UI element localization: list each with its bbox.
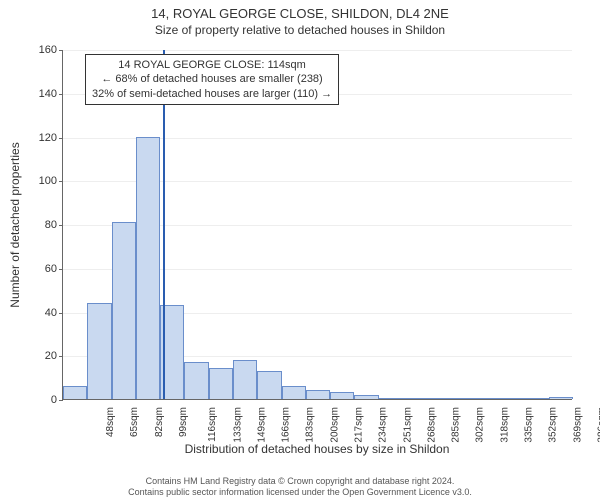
y-tick-mark <box>59 50 63 51</box>
x-tick-label: 285sqm <box>451 403 462 443</box>
x-tick-label: 183sqm <box>305 403 316 443</box>
x-axis-label: Distribution of detached houses by size … <box>62 442 572 456</box>
annotation-line: ← 68% of detached houses are smaller (23… <box>92 72 332 86</box>
histogram-chart: 14, ROYAL GEORGE CLOSE, SHILDON, DL4 2NE… <box>0 0 600 500</box>
x-tick-label: 386sqm <box>596 403 600 443</box>
histogram-bar <box>524 398 548 399</box>
x-tick-label: 133sqm <box>232 403 243 443</box>
gridline <box>63 50 572 51</box>
histogram-bar <box>452 398 476 399</box>
histogram-bar <box>549 397 573 399</box>
y-tick-mark <box>59 138 63 139</box>
histogram-bar <box>257 371 281 399</box>
y-tick-mark <box>59 269 63 270</box>
y-tick-mark <box>59 400 63 401</box>
chart-subtitle: Size of property relative to detached ho… <box>0 21 600 37</box>
x-tick-label: 48sqm <box>105 403 116 437</box>
histogram-bar <box>112 222 136 399</box>
x-tick-label: 82sqm <box>154 403 165 437</box>
histogram-bar <box>500 398 524 399</box>
y-axis-label-wrap: Number of detached properties <box>6 50 24 400</box>
x-tick-label: 352sqm <box>548 403 559 443</box>
chart-title: 14, ROYAL GEORGE CLOSE, SHILDON, DL4 2NE <box>0 0 600 21</box>
footer-line-2: Contains public sector information licen… <box>0 487 600 498</box>
histogram-bar <box>63 386 87 399</box>
x-tick-label: 149sqm <box>256 403 267 443</box>
y-tick-mark <box>59 225 63 226</box>
footer-text: Contains HM Land Registry data © Crown c… <box>0 476 600 499</box>
histogram-bar <box>233 360 257 399</box>
histogram-bar <box>136 137 160 400</box>
x-tick-label: 302sqm <box>475 403 486 443</box>
x-tick-label: 217sqm <box>354 403 365 443</box>
x-tick-label: 369sqm <box>572 403 583 443</box>
x-tick-label: 166sqm <box>281 403 292 443</box>
x-tick-label: 116sqm <box>207 403 218 442</box>
histogram-bar <box>282 386 306 399</box>
annotation-box: 14 ROYAL GEORGE CLOSE: 114sqm← 68% of de… <box>85 54 339 105</box>
histogram-bar <box>354 395 378 399</box>
x-tick-label: 251sqm <box>402 403 413 443</box>
x-tick-label: 234sqm <box>378 403 389 443</box>
y-tick-mark <box>59 181 63 182</box>
annotation-line: 32% of semi-detached houses are larger (… <box>92 87 332 101</box>
x-tick-label: 335sqm <box>524 403 535 443</box>
x-tick-label: 268sqm <box>426 403 437 443</box>
y-tick-mark <box>59 313 63 314</box>
y-axis-label: Number of detached properties <box>8 142 22 307</box>
histogram-bar <box>330 392 354 399</box>
x-tick-label: 65sqm <box>129 403 140 437</box>
y-tick-mark <box>59 94 63 95</box>
x-tick-label: 318sqm <box>499 403 510 443</box>
x-tick-label: 200sqm <box>329 403 340 443</box>
annotation-line: 14 ROYAL GEORGE CLOSE: 114sqm <box>92 58 332 72</box>
histogram-bar <box>427 398 451 399</box>
histogram-bar <box>403 398 427 399</box>
histogram-bar <box>476 398 500 399</box>
x-tick-label: 99sqm <box>178 403 189 437</box>
y-tick-mark <box>59 356 63 357</box>
footer-line-1: Contains HM Land Registry data © Crown c… <box>0 476 600 487</box>
histogram-bar <box>306 390 330 399</box>
histogram-bar <box>379 398 403 399</box>
histogram-bar <box>87 303 111 399</box>
histogram-bar <box>209 368 233 399</box>
histogram-bar <box>184 362 208 399</box>
